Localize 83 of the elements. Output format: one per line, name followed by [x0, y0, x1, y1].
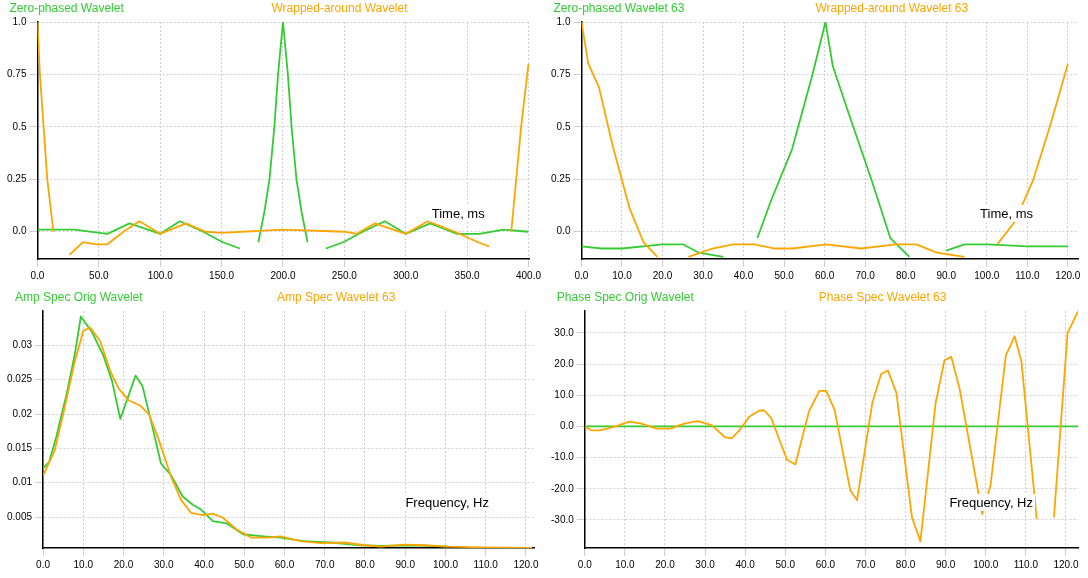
x-tick-label: 40.0	[733, 269, 754, 281]
x-tick-label: 90.0	[395, 558, 416, 570]
y-tick-label: 20.0	[554, 357, 575, 369]
x-tick-label: 0.0	[36, 558, 51, 570]
x-tick-label: 50.0	[774, 269, 795, 281]
x-tick-label: 80.0	[355, 558, 376, 570]
x-tick-label: 60.0	[274, 558, 295, 570]
y-tick-label: 30.0	[554, 326, 575, 338]
x-tick-label: 30.0	[695, 558, 716, 570]
text: Phase Spec Wavelet 63	[818, 290, 947, 305]
y-tick-label: 0.03	[12, 339, 33, 351]
x-tick-label: 20.0	[652, 269, 673, 281]
y-tick-label: 0.25	[550, 173, 571, 185]
x-tick-label: 10.0	[615, 558, 636, 570]
x-tick-label: 110.0	[1015, 269, 1040, 281]
x-tick-label: 10.0	[73, 558, 94, 570]
x-tick-label: 0.0	[577, 558, 593, 570]
x-tick-label: 50.0	[775, 558, 796, 570]
text: Zero-phased Wavelet 63	[553, 1, 685, 16]
x-tick-label: 70.0	[855, 558, 876, 570]
x-tick-label: 50.0	[234, 558, 255, 570]
text: Wrapped-around Wavelet	[271, 1, 409, 16]
y-tick-label: 0.0	[556, 225, 571, 237]
y-tick-label: -30.0	[551, 513, 575, 525]
x-tick-label: 80.0	[896, 269, 916, 281]
y-tick-label: 0.005	[6, 510, 33, 522]
y-tick-label: 0.0	[559, 420, 575, 432]
text: Phase Spec Orig Wavelet	[556, 290, 695, 305]
x-tick-label: 120.0	[1053, 558, 1079, 570]
x-tick-label: 60.0	[814, 269, 835, 281]
x-tick-label: 110.0	[473, 558, 499, 570]
y-tick-label: 0.5	[556, 120, 571, 132]
x-axis-title: Frequency, Hz	[405, 495, 489, 511]
x-tick-label: 120.0	[513, 558, 539, 570]
x-tick-label: 350.0	[454, 269, 481, 281]
x-tick-label: 120.0	[1055, 269, 1081, 281]
x-tick-label: 150.0	[209, 269, 235, 281]
x-tick-label: 30.0	[693, 269, 714, 281]
y-tick-label: 0.015	[6, 442, 33, 454]
y-tick-label: -10.0	[551, 451, 575, 463]
x-tick-label: 200.0	[270, 269, 296, 281]
x-tick-label: 100.0	[432, 558, 459, 570]
y-tick-label: 0.02	[12, 407, 33, 419]
x-tick-label: 100.0	[974, 269, 1000, 281]
x-tick-label: 250.0	[331, 269, 358, 281]
x-tick-label: 400.0	[515, 269, 542, 281]
y-tick-label: 0.01	[12, 476, 33, 488]
x-tick-label: 20.0	[113, 558, 134, 570]
x-tick-label: 80.0	[895, 558, 916, 570]
x-tick-label: 100.0	[973, 558, 999, 570]
x-tick-label: 100.0	[147, 269, 174, 281]
x-tick-label: 10.0	[612, 269, 633, 281]
x-tick-label: 0.0	[30, 269, 45, 281]
y-tick-label: 0.75	[6, 68, 27, 80]
x-tick-label: 30.0	[154, 558, 174, 570]
x-axis-title: Time, ms	[980, 206, 1034, 222]
series-label: Amp Spec Orig Wavelet	[15, 290, 144, 305]
x-tick-label: 110.0	[1013, 558, 1039, 570]
text: Zero-phased Wavelet	[9, 1, 125, 16]
x-tick-label: 90.0	[935, 558, 956, 570]
x-tick-label: 90.0	[936, 269, 957, 281]
x-tick-label: 70.0	[315, 558, 335, 570]
x-tick-label: 70.0	[855, 269, 876, 281]
y-tick-label: 0.75	[550, 68, 571, 80]
x-axis-title: Frequency, Hz	[949, 495, 1033, 511]
y-tick-label: 0.0	[12, 225, 27, 237]
x-tick-label: 20.0	[655, 558, 676, 570]
x-tick-label: 60.0	[815, 558, 836, 570]
y-tick-label: 0.25	[6, 173, 27, 185]
y-tick-label: -20.0	[551, 482, 575, 494]
y-tick-label: 0.025	[6, 373, 33, 385]
x-tick-label: 0.0	[574, 269, 589, 281]
x-tick-label: 40.0	[194, 558, 215, 570]
text: Wrapped-around Wavelet 63	[815, 1, 969, 16]
y-tick-label: 1.0	[556, 15, 571, 27]
y-tick-label: 10.0	[554, 388, 575, 400]
x-axis-title: Time, ms	[431, 206, 486, 222]
text: Amp Spec Wavelet 63	[277, 290, 396, 305]
y-tick-label: 0.5	[12, 120, 27, 132]
x-tick-label: 300.0	[393, 269, 419, 281]
y-tick-label: 1.0	[12, 15, 27, 27]
x-tick-label: 40.0	[735, 558, 756, 570]
x-tick-label: 50.0	[89, 269, 109, 281]
